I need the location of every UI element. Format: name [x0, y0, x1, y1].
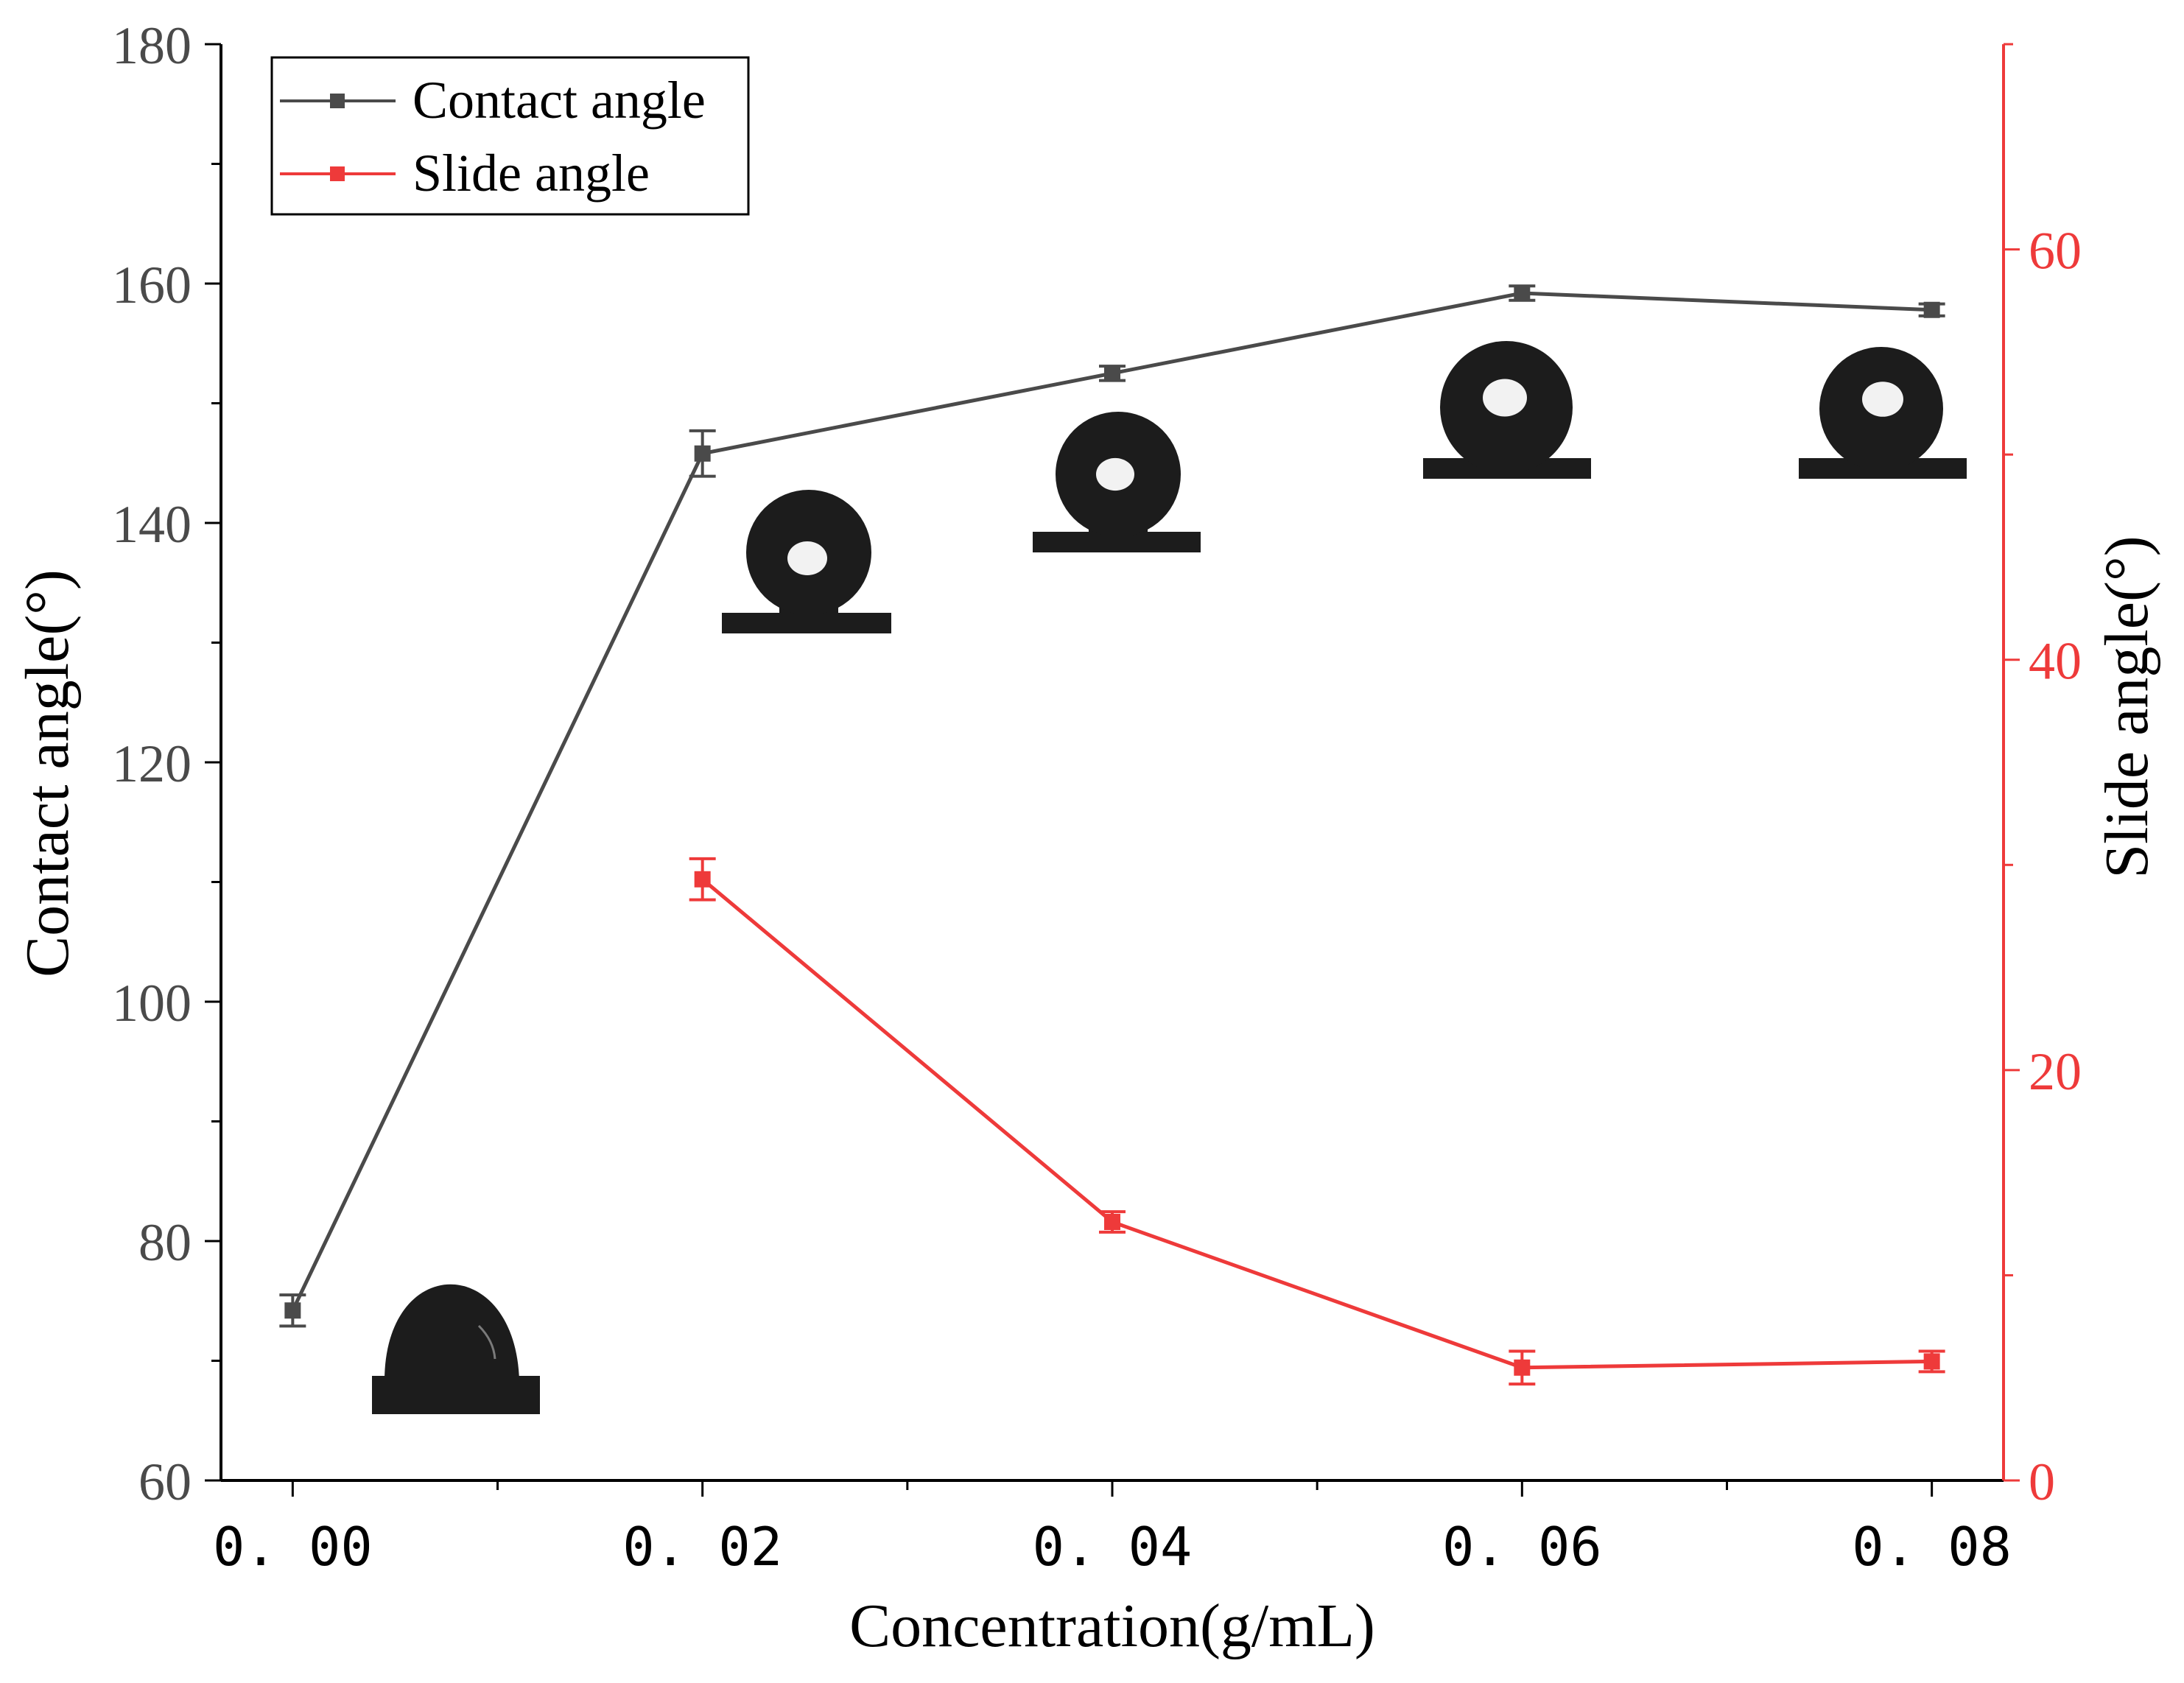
droplet-image-0.06	[1423, 341, 1591, 479]
legend-marker-slide	[330, 166, 345, 181]
droplet-highlight	[1862, 382, 1903, 417]
data-point	[1104, 1214, 1120, 1230]
data-point	[694, 871, 711, 888]
left-y-tick-label: 100	[112, 974, 192, 1033]
data-point	[1514, 1359, 1531, 1376]
right-y-tick-label: 40	[2029, 632, 2082, 691]
droplet-substrate	[722, 613, 891, 633]
legend-label-slide: Slide angle	[412, 144, 650, 203]
droplet-highlight	[1096, 457, 1134, 491]
left-y-tick-label: 140	[112, 495, 192, 554]
series-contact-angle	[279, 284, 1945, 1328]
right-y-tick-label: 0	[2029, 1452, 2055, 1511]
droplet-image-0.00	[372, 1284, 540, 1414]
droplet-highlight	[1483, 379, 1527, 417]
legend-label-contact: Contact angle	[412, 71, 706, 130]
droplet-body	[385, 1284, 519, 1381]
x-tick-label: 0. 00	[213, 1516, 373, 1578]
data-point	[694, 445, 711, 462]
right-y-tick-label: 60	[2029, 222, 2082, 281]
x-tick-label: 0. 02	[622, 1516, 782, 1578]
axes: 60 80 100 120 140 160 180 0 20 40 60 0. 00 0. 02 0. 0…	[112, 16, 2082, 1578]
data-point	[1923, 301, 1940, 318]
right-y-tick-label: 20	[2029, 1042, 2082, 1101]
left-y-tick-label: 60	[138, 1452, 192, 1511]
left-y-tick-label: 160	[112, 256, 192, 315]
droplet-image-0.02	[722, 490, 891, 633]
data-point	[1514, 285, 1531, 301]
droplet-highlight	[477, 1324, 496, 1360]
left-y-tick-label: 80	[138, 1213, 192, 1272]
legend-box	[270, 56, 750, 216]
x-tick-label: 0. 04	[1033, 1516, 1193, 1578]
droplet-image-0.08	[1799, 347, 1967, 479]
data-point	[1104, 365, 1120, 382]
data-point	[284, 1302, 301, 1319]
series-layer	[279, 284, 1945, 1386]
series-line	[701, 877, 1932, 1370]
droplet-images	[372, 341, 1967, 1414]
x-tick-label: 0. 08	[1852, 1516, 2012, 1578]
legend: Contact angle Slide angle	[270, 56, 750, 216]
x-tick-label: 0. 06	[1442, 1516, 1602, 1578]
series-slide-angle	[689, 857, 1945, 1386]
legend-marker-contact	[330, 94, 345, 108]
droplet-image-0.04	[1033, 412, 1201, 552]
x-axis-title: Concentration(g/mL)	[849, 1592, 1375, 1660]
droplet-highlight	[787, 541, 827, 575]
data-point	[1923, 1353, 1940, 1370]
left-y-axis-title: Contact angle(°)	[13, 569, 82, 977]
left-y-tick-label: 120	[112, 734, 192, 793]
droplet-substrate	[372, 1376, 540, 1414]
right-y-axis-title: Slide angle(°)	[2093, 535, 2161, 878]
left-y-tick-label: 180	[112, 16, 192, 75]
